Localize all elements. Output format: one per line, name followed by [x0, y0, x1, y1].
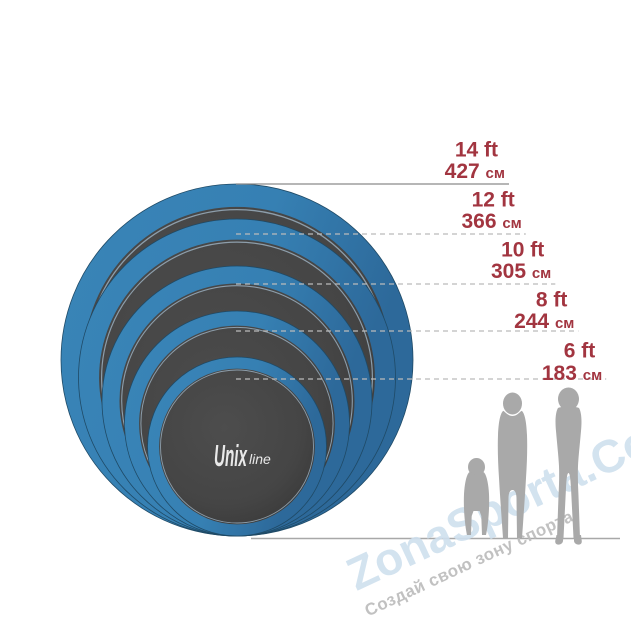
svg-text:8 ft: 8 ft	[536, 288, 568, 311]
svg-text:305 см: 305 см	[491, 260, 551, 283]
svg-text:12 ft: 12 ft	[472, 188, 515, 211]
svg-text:244 см: 244 см	[514, 310, 574, 333]
svg-text:14 ft: 14 ft	[455, 139, 498, 162]
svg-text:427 см: 427 см	[445, 160, 505, 183]
svg-text:line: line	[249, 451, 271, 467]
svg-text:183 см: 183 см	[542, 362, 602, 385]
svg-text:366 см: 366 см	[461, 210, 521, 233]
svg-text:6 ft: 6 ft	[564, 339, 596, 362]
svg-text:10 ft: 10 ft	[501, 238, 544, 261]
svg-text:Unix: Unix	[214, 438, 248, 473]
